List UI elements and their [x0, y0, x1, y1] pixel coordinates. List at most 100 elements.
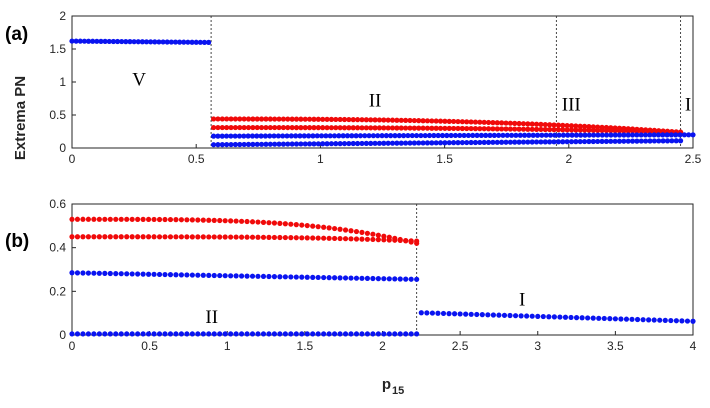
y-tick-label: 0.2 — [49, 284, 66, 298]
data-point — [282, 331, 288, 337]
data-point — [206, 331, 212, 337]
data-point — [603, 138, 609, 144]
data-point — [289, 124, 295, 131]
data-point — [586, 124, 592, 130]
data-point — [167, 272, 174, 278]
data-point — [288, 331, 294, 337]
data-point — [206, 217, 212, 223]
data-point — [145, 234, 152, 240]
data-point — [446, 125, 452, 131]
data-point — [249, 133, 256, 139]
x-tick-label: 1 — [224, 339, 231, 353]
data-point — [156, 216, 163, 223]
data-point — [267, 124, 273, 131]
data-point — [494, 139, 500, 145]
data-point — [195, 234, 201, 240]
data-point — [233, 273, 239, 279]
y-tick-label: 0.5 — [49, 108, 66, 122]
data-point — [113, 271, 119, 277]
data-point — [254, 133, 260, 139]
data-point — [346, 116, 352, 123]
data-point — [262, 133, 269, 139]
data-point — [381, 117, 387, 123]
data-point — [452, 132, 459, 139]
data-point — [485, 119, 492, 126]
data-point — [228, 234, 234, 240]
data-point — [389, 125, 396, 131]
data-point — [172, 39, 179, 45]
data-point — [156, 39, 162, 45]
data-point — [219, 116, 225, 122]
data-point — [304, 235, 310, 241]
data-point — [582, 132, 588, 138]
data-point — [629, 128, 636, 134]
data-point — [107, 216, 113, 222]
data-point — [463, 311, 469, 317]
data-point — [394, 125, 400, 131]
data-point — [512, 139, 518, 145]
data-point — [599, 127, 605, 134]
data-point — [113, 216, 119, 222]
data-point — [368, 125, 374, 131]
x-tick-label: 2 — [565, 152, 572, 166]
data-point — [331, 235, 338, 242]
data-point — [315, 116, 321, 122]
data-point — [272, 116, 278, 122]
data-point — [490, 120, 496, 126]
data-point — [113, 331, 119, 337]
data-point — [250, 124, 256, 131]
data-point — [314, 133, 320, 139]
data-point — [416, 125, 422, 131]
data-point — [206, 39, 212, 46]
data-point — [392, 331, 398, 337]
data-point — [573, 123, 579, 129]
data-point — [409, 132, 415, 139]
data-point — [507, 312, 513, 319]
data-point — [586, 138, 592, 145]
data-point — [446, 311, 452, 317]
data-point — [355, 125, 361, 131]
data-point — [477, 119, 483, 125]
data-point — [551, 122, 557, 128]
data-point — [392, 133, 398, 139]
data-point — [311, 125, 317, 131]
data-point — [320, 125, 326, 131]
data-point — [337, 275, 343, 281]
data-point — [326, 225, 332, 231]
data-point — [424, 310, 430, 316]
data-point — [164, 39, 170, 45]
data-point — [237, 141, 243, 148]
data-point — [184, 234, 190, 240]
data-point — [304, 222, 310, 229]
data-point — [608, 128, 614, 134]
data-point — [245, 124, 252, 131]
data-point — [348, 275, 354, 281]
data-point — [538, 139, 544, 145]
data-point — [551, 127, 557, 133]
data-point — [299, 331, 305, 337]
data-point — [238, 273, 245, 279]
data-point — [250, 141, 256, 147]
data-point — [431, 132, 437, 139]
data-point — [560, 122, 566, 128]
data-point — [383, 133, 389, 139]
data-point — [293, 116, 300, 122]
data-point — [80, 270, 86, 276]
data-point — [342, 331, 349, 337]
data-point — [266, 331, 272, 337]
data-point — [107, 234, 113, 240]
data-point — [565, 132, 571, 138]
data-point — [662, 317, 668, 323]
data-point — [478, 132, 484, 138]
data-point — [74, 216, 81, 222]
data-point — [228, 133, 234, 139]
data-point — [403, 125, 409, 131]
data-point — [224, 116, 230, 122]
data-point — [129, 331, 135, 337]
data-point — [573, 139, 579, 145]
region-label: III — [562, 94, 581, 115]
data-point — [521, 132, 528, 138]
data-point — [297, 133, 303, 139]
data-point — [520, 139, 527, 145]
